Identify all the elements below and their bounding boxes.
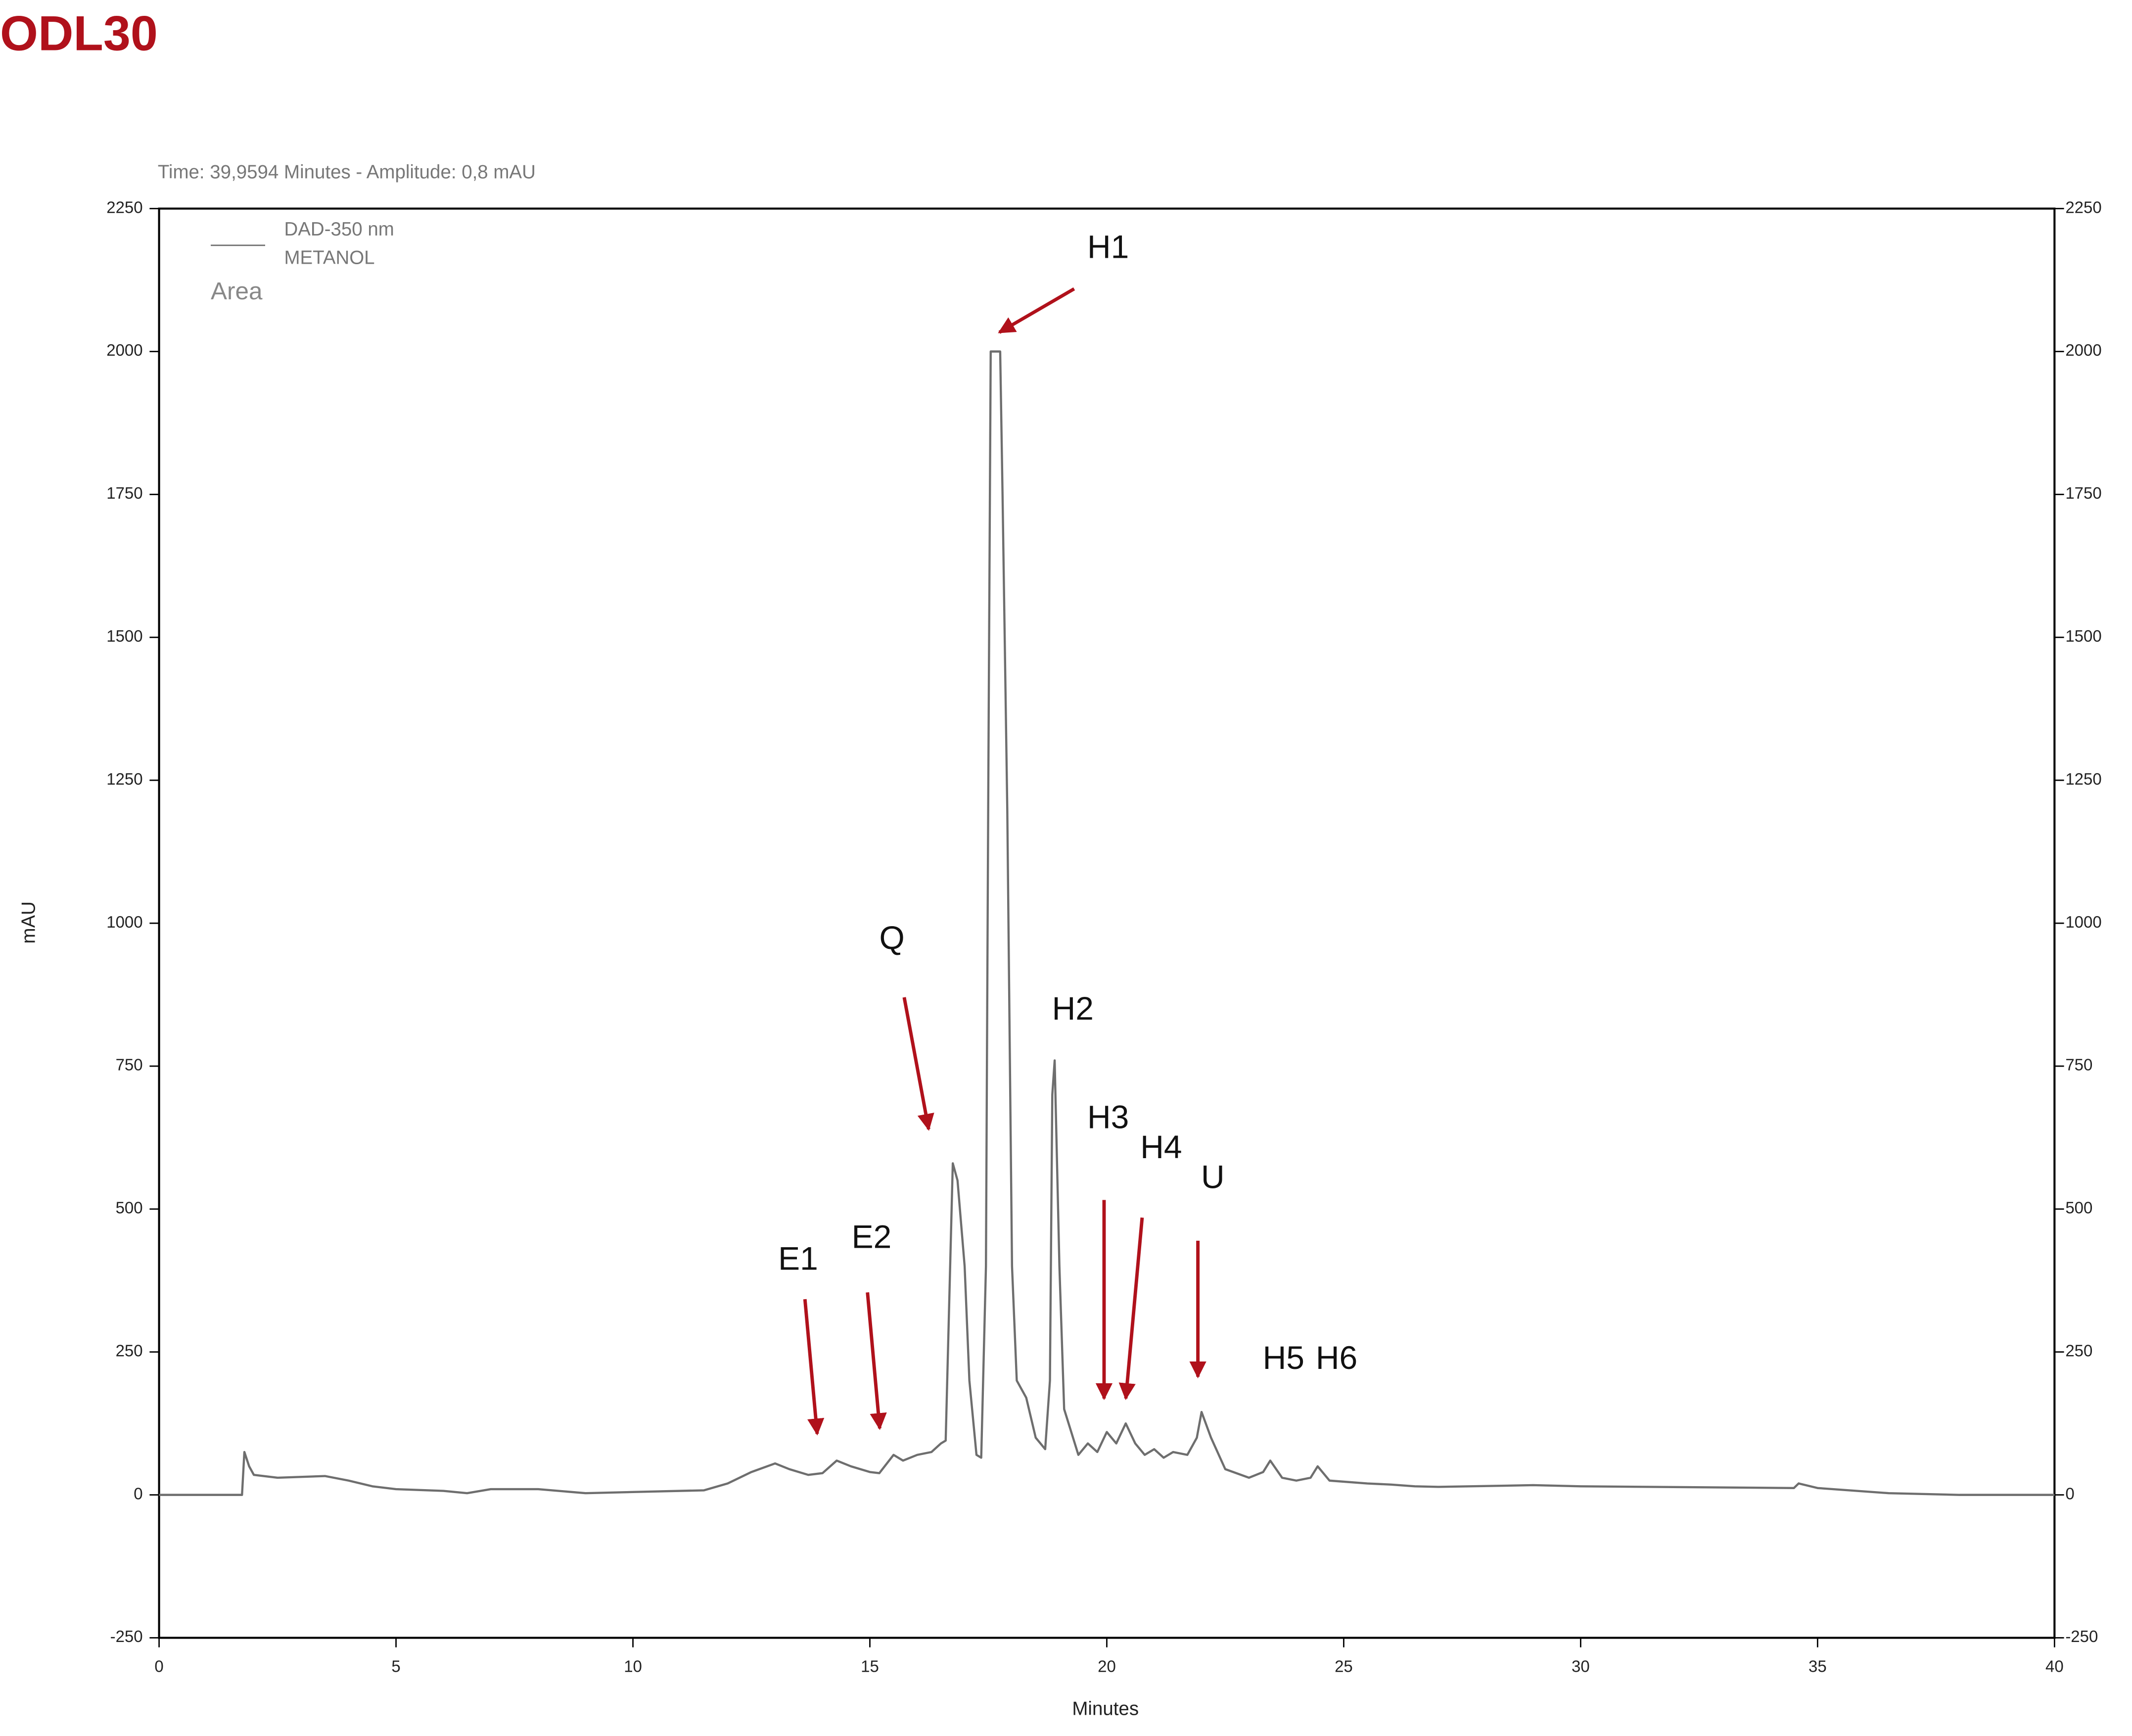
- y2-tick-label: 750: [2065, 1056, 2092, 1074]
- y-tick-label: 1250: [106, 770, 142, 788]
- peak-label: H5: [1263, 1339, 1304, 1376]
- y-tick-label: 2000: [106, 341, 142, 359]
- x-tick-label: 10: [624, 1657, 642, 1676]
- peak-arrow: [803, 1299, 825, 1436]
- peak-arrow: [1118, 1217, 1144, 1401]
- peak-label: H2: [1052, 990, 1094, 1027]
- status-text: Time: 39,9594 Minutes - Amplitude: 0,8 m…: [158, 161, 536, 183]
- x-tick-label: 20: [1098, 1657, 1116, 1676]
- y-tick-label: -250: [110, 1627, 143, 1645]
- chart-title: ODL30: [0, 5, 158, 60]
- y-tick-label: 500: [116, 1199, 143, 1217]
- x-tick-label: 25: [1335, 1657, 1353, 1676]
- peak-arrow: [902, 997, 934, 1131]
- y2-tick-label: 1750: [2065, 484, 2101, 502]
- x-tick-label: 30: [1572, 1657, 1590, 1676]
- peak-label: U: [1201, 1159, 1225, 1195]
- y-tick-label: 750: [116, 1056, 143, 1074]
- x-tick-label: 40: [2045, 1657, 2064, 1676]
- y-tick-label: 250: [116, 1341, 143, 1360]
- peak-label: H6: [1316, 1339, 1357, 1376]
- y-tick-label: 1000: [106, 913, 142, 931]
- y2-tick-label: 2250: [2065, 198, 2101, 216]
- plot-frame: [158, 207, 2056, 1639]
- peak-label: H1: [1087, 229, 1129, 265]
- y2-tick-label: 500: [2065, 1199, 2092, 1217]
- trace-line: [159, 350, 2055, 1496]
- peak-label: Q: [880, 919, 905, 956]
- legend-label: DAD-350 nm: [284, 219, 394, 240]
- y-tick-label: 1500: [106, 627, 142, 645]
- y2-tick-label: 1000: [2065, 913, 2101, 931]
- peak-label: H4: [1140, 1128, 1182, 1165]
- y-tick-label: 1750: [106, 484, 142, 502]
- x-tick-label: 0: [154, 1657, 163, 1676]
- x-tick-label: 35: [1808, 1657, 1827, 1676]
- peak-label: E1: [778, 1240, 818, 1277]
- y2-tick-label: 250: [2065, 1341, 2092, 1360]
- x-axis-label: Minutes: [1072, 1698, 1139, 1719]
- legend-subtitle: METANOL: [284, 247, 374, 268]
- y2-tick-label: 2000: [2065, 341, 2101, 359]
- peak-label: E2: [852, 1219, 892, 1255]
- y2-tick-label: -250: [2065, 1627, 2098, 1645]
- peak-arrow: [866, 1292, 887, 1430]
- y-tick-label: 0: [134, 1484, 142, 1502]
- y2-tick-label: 1250: [2065, 770, 2101, 788]
- x-tick-label: 5: [391, 1657, 400, 1676]
- legend-note: Area: [211, 278, 263, 305]
- y2-tick-label: 1500: [2065, 627, 2101, 645]
- x-tick-label: 15: [861, 1657, 879, 1676]
- y2-tick-label: 0: [2065, 1484, 2074, 1502]
- y-axis-label: mAU: [18, 901, 40, 943]
- y-tick-label: 2250: [106, 198, 142, 216]
- peak-label: H3: [1087, 1099, 1129, 1135]
- peak-arrow: [998, 287, 1075, 334]
